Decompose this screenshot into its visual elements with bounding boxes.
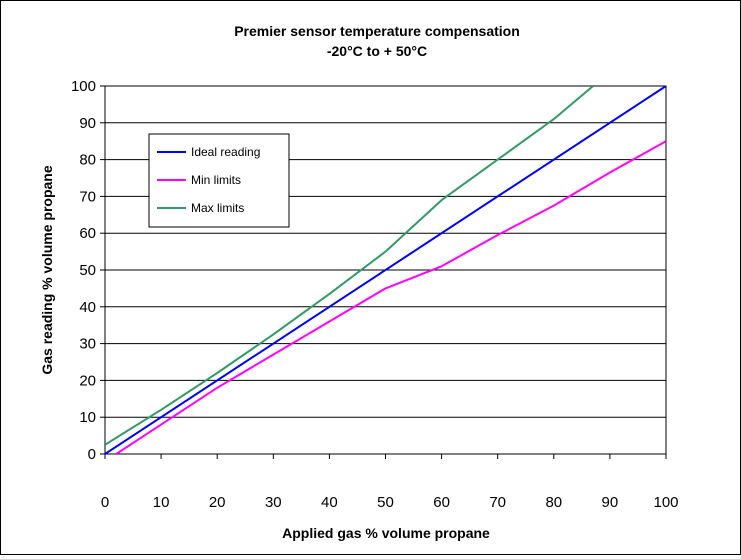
series-lines <box>105 86 666 454</box>
legend-label: Ideal reading <box>191 145 260 159</box>
y-tick-label: 60 <box>79 225 96 242</box>
axis-ticks: 0 10 20 30 40 50 60 70 80 90 100 0 10 20 30 40 50 60 70 80 9… <box>71 78 679 511</box>
x-tick-label: 20 <box>209 494 226 511</box>
x-tick-label: 40 <box>321 494 338 511</box>
x-tick-label: 60 <box>433 494 450 511</box>
x-tick-label: 80 <box>545 494 562 511</box>
y-axis-title: Gas reading % volume propane <box>39 165 55 374</box>
y-tick-label: 20 <box>79 372 96 389</box>
legend-label: Max limits <box>191 201 244 215</box>
x-tick-label: 10 <box>153 494 170 511</box>
legend-label: Min limits <box>191 173 241 187</box>
x-tick-label: 100 <box>653 494 678 511</box>
x-axis-title: Applied gas % volume propane <box>282 525 490 541</box>
x-tick-label: 30 <box>265 494 282 511</box>
series-line-min-limits <box>115 140 666 454</box>
series-line-max-limits <box>105 86 594 446</box>
y-tick-label: 30 <box>79 336 96 353</box>
x-tick-label: 0 <box>101 494 109 511</box>
y-tick-label: 90 <box>79 115 96 132</box>
x-tick-label: 90 <box>602 494 619 511</box>
chart-subtitle: -20°C to + 50°C <box>327 43 427 59</box>
y-tick-label: 70 <box>79 188 96 205</box>
x-tick-label: 50 <box>377 494 394 511</box>
y-tick-label: 10 <box>79 409 96 426</box>
y-tick-label: 0 <box>88 446 96 463</box>
legend: Ideal reading Min limits Max limits <box>148 133 290 228</box>
chart-title: Premier sensor temperature compensation <box>234 23 520 39</box>
series-line-ideal-reading <box>105 86 666 454</box>
y-tick-label: 50 <box>79 262 96 279</box>
y-tick-label: 100 <box>71 78 96 95</box>
y-tick-label: 80 <box>79 152 96 169</box>
x-tick-label: 70 <box>489 494 506 511</box>
y-tick-label: 40 <box>79 299 96 316</box>
